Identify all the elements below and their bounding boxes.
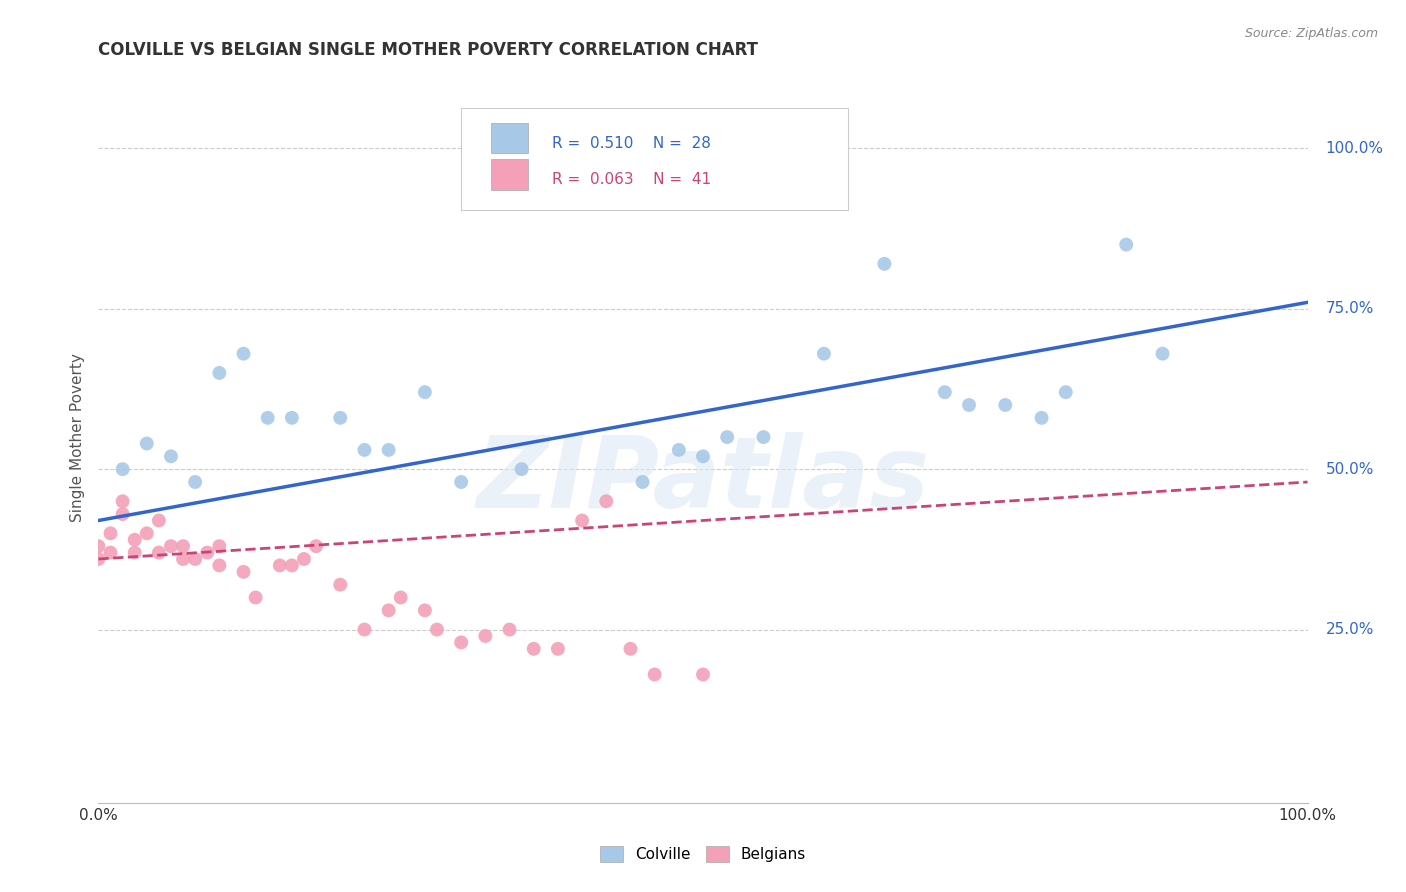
- Point: [595, 494, 617, 508]
- Point: [87, 539, 110, 553]
- Point: [957, 398, 980, 412]
- Point: [668, 442, 690, 457]
- Point: [232, 346, 254, 360]
- Point: [269, 558, 291, 573]
- Point: [208, 366, 231, 380]
- Point: [994, 398, 1017, 412]
- Text: COLVILLE VS BELGIAN SINGLE MOTHER POVERTY CORRELATION CHART: COLVILLE VS BELGIAN SINGLE MOTHER POVERT…: [98, 41, 758, 59]
- Point: [172, 539, 194, 553]
- Point: [195, 545, 218, 559]
- Point: [135, 436, 157, 450]
- Point: [752, 430, 775, 444]
- Point: [172, 552, 194, 566]
- Text: R =  0.510    N =  28: R = 0.510 N = 28: [551, 136, 710, 151]
- Point: [413, 385, 436, 400]
- Point: [547, 141, 569, 155]
- Point: [124, 545, 146, 559]
- Point: [510, 462, 533, 476]
- Point: [413, 603, 436, 617]
- Point: [873, 257, 896, 271]
- Point: [184, 475, 207, 489]
- Point: [547, 641, 569, 656]
- Point: [813, 346, 835, 360]
- Text: 100.0%: 100.0%: [1326, 141, 1384, 156]
- Point: [716, 430, 738, 444]
- Point: [135, 526, 157, 541]
- Point: [148, 514, 170, 528]
- Point: [292, 552, 315, 566]
- Point: [934, 385, 956, 400]
- FancyBboxPatch shape: [492, 122, 527, 153]
- Text: Source: ZipAtlas.com: Source: ZipAtlas.com: [1244, 27, 1378, 40]
- Point: [208, 558, 231, 573]
- Point: [111, 462, 134, 476]
- Point: [305, 539, 328, 553]
- FancyBboxPatch shape: [492, 159, 527, 190]
- Point: [232, 565, 254, 579]
- Text: 50.0%: 50.0%: [1326, 462, 1374, 476]
- Point: [692, 667, 714, 681]
- Text: ZIPatlas: ZIPatlas: [477, 433, 929, 530]
- Point: [1115, 237, 1137, 252]
- Point: [245, 591, 267, 605]
- Point: [256, 410, 278, 425]
- Point: [571, 514, 593, 528]
- Point: [1031, 410, 1053, 425]
- Point: [377, 603, 399, 617]
- Point: [631, 475, 654, 489]
- Point: [111, 507, 134, 521]
- Point: [644, 667, 666, 681]
- Point: [281, 558, 304, 573]
- Point: [281, 410, 304, 425]
- Point: [160, 539, 183, 553]
- Point: [329, 410, 352, 425]
- Point: [184, 552, 207, 566]
- Text: R =  0.063    N =  41: R = 0.063 N = 41: [551, 172, 711, 187]
- Point: [377, 442, 399, 457]
- Point: [1152, 346, 1174, 360]
- Point: [111, 494, 134, 508]
- Point: [100, 526, 122, 541]
- Point: [474, 629, 496, 643]
- Point: [1054, 385, 1077, 400]
- Point: [498, 623, 520, 637]
- Point: [450, 635, 472, 649]
- Point: [426, 623, 449, 637]
- Point: [353, 623, 375, 637]
- Point: [208, 539, 231, 553]
- Text: 25.0%: 25.0%: [1326, 622, 1374, 637]
- Point: [329, 577, 352, 591]
- Point: [148, 545, 170, 559]
- FancyBboxPatch shape: [461, 108, 848, 211]
- Point: [124, 533, 146, 547]
- Point: [389, 591, 412, 605]
- Text: 75.0%: 75.0%: [1326, 301, 1374, 317]
- Point: [87, 552, 110, 566]
- Point: [450, 475, 472, 489]
- Point: [353, 442, 375, 457]
- Point: [160, 450, 183, 464]
- Legend: Colville, Belgians: Colville, Belgians: [593, 840, 813, 868]
- Point: [619, 641, 641, 656]
- Point: [692, 450, 714, 464]
- Point: [523, 641, 546, 656]
- Y-axis label: Single Mother Poverty: Single Mother Poverty: [69, 352, 84, 522]
- Point: [100, 545, 122, 559]
